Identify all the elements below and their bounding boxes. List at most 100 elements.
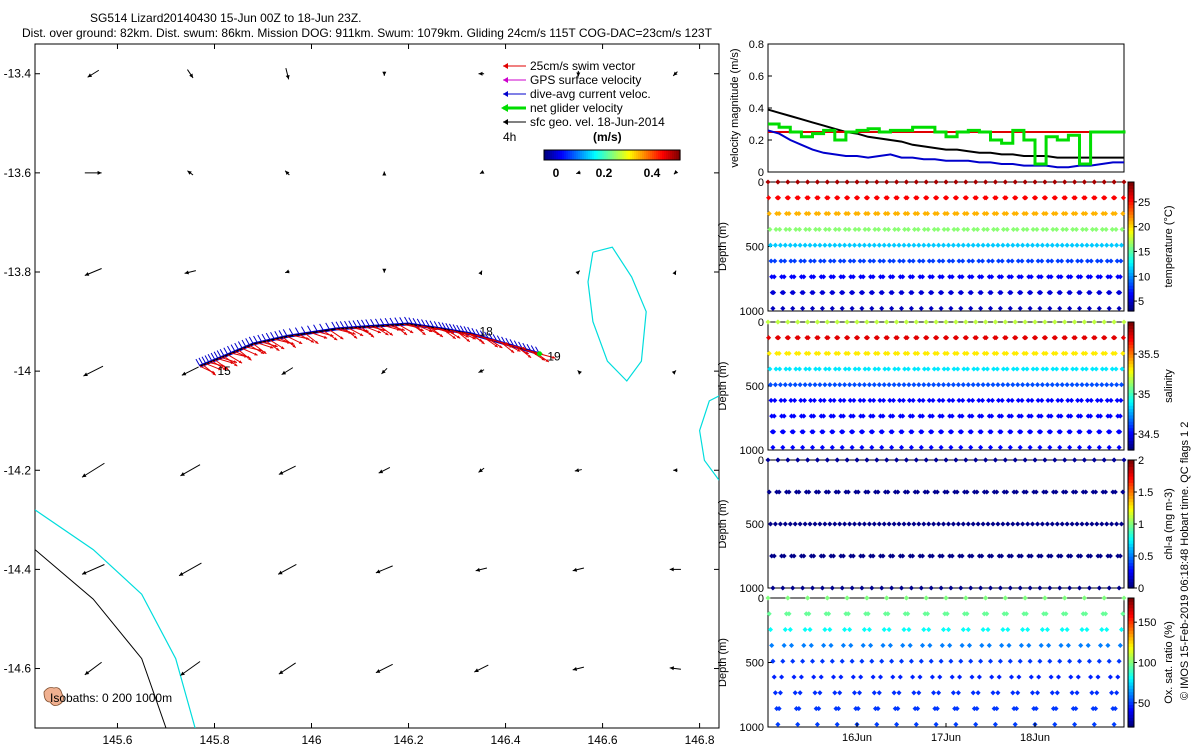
oxygen-data-point	[775, 721, 781, 727]
oxygen-colorbar-swatch	[1128, 630, 1134, 635]
temperature-data-point	[1121, 179, 1127, 185]
temperature-data-point	[920, 258, 926, 264]
map-ytick-label: -13.4	[4, 67, 32, 81]
temperature-data-point	[1064, 242, 1070, 248]
geo-velocity-arrow-head	[82, 570, 87, 575]
salinity-colorbar-tick-label: 35	[1138, 389, 1150, 401]
oxygen-data-point	[832, 690, 838, 696]
salinity-data-point	[1094, 397, 1100, 403]
salinity-colorbar-swatch	[1128, 382, 1134, 387]
map-frame	[34, 43, 720, 729]
oxygen-data-point	[871, 690, 877, 696]
temperature-data-point	[879, 305, 885, 311]
temperature-data-point	[939, 274, 945, 280]
swim-vector-arrow-head	[452, 335, 456, 339]
geo-velocity-arrow-head	[97, 170, 102, 175]
salinity-data-point	[1062, 319, 1068, 325]
chla-colorbar-label: chl-a (mg m-3)	[1163, 488, 1175, 560]
colorbar-swatch	[660, 150, 663, 160]
salinity-data-point	[787, 366, 793, 372]
chla-ytick-label: 1000	[740, 583, 764, 595]
salinity-data-point	[946, 397, 952, 403]
oxygen-data-point	[767, 627, 774, 633]
salinity-colorbar-swatch	[1128, 418, 1134, 422]
salinity-data-point	[1012, 319, 1018, 325]
temperature-data-point	[1065, 258, 1071, 264]
oxygen-xtick-label: 17Jun	[931, 732, 961, 744]
geo-velocity-arrow-head	[673, 170, 679, 175]
temperature-data-point	[971, 226, 977, 232]
swim-vector-arrow-head	[401, 328, 405, 331]
geo-velocity-arrow-head	[179, 572, 184, 576]
swim-vector-arrow	[365, 326, 382, 334]
swim-vector-arrow-head	[510, 349, 515, 353]
geo-velocity-arrow	[673, 468, 678, 473]
salinity-data-point	[1096, 444, 1102, 450]
chla-colorbar-swatch	[1128, 498, 1134, 503]
oxygen-colorbar-swatch	[1128, 688, 1134, 693]
track-day-label: 15	[218, 364, 232, 378]
chla-data-point	[890, 553, 896, 559]
velocity-ytick-label: 0	[758, 167, 764, 179]
temperature-data-point	[994, 226, 1000, 232]
temperature-data-point	[946, 258, 952, 264]
colorbar-title: (m/s)	[593, 130, 622, 144]
geo-velocity-arrow-head	[671, 370, 676, 375]
salinity-data-point	[963, 319, 969, 325]
salinity-data-point	[1048, 413, 1054, 419]
oxygen-data-point	[811, 674, 817, 680]
chla-data-point	[933, 457, 939, 463]
temperature-data-point	[900, 274, 906, 280]
geo-velocity-arrow	[285, 68, 290, 80]
temperature-data-point	[1068, 258, 1075, 264]
oxygen-data-point	[835, 706, 842, 712]
chla-colorbar-swatch	[1128, 572, 1134, 576]
chla-colorbar-tick-label: 1.5	[1138, 487, 1153, 499]
geo-velocity-arrow-shaft	[81, 462, 105, 478]
chla-data-point	[949, 553, 955, 559]
salinity-data-point	[1027, 444, 1033, 450]
swim-vector-arrow	[456, 331, 471, 343]
colorbar-swatch	[634, 150, 637, 160]
colorbar-swatch	[604, 150, 607, 160]
chla-data-point	[1007, 585, 1013, 591]
chla-data-point	[1073, 489, 1079, 495]
salinity-data-point	[1052, 319, 1058, 325]
salinity-data-point	[949, 429, 955, 435]
chla-colorbar-swatch	[1128, 524, 1134, 528]
salinity-data-point	[1030, 366, 1036, 372]
oxygen-colorbar-swatch	[1128, 691, 1134, 696]
temperature-data-point	[915, 226, 921, 232]
salinity-colorbar-swatch	[1128, 341, 1134, 345]
colorbar-swatch	[626, 150, 629, 160]
geo-velocity-arrow-head	[575, 270, 580, 275]
salinity-data-point	[1032, 319, 1038, 325]
geo-velocity-arrow-head	[84, 272, 90, 276]
oxygen-data-point	[964, 611, 970, 617]
oxygen-data-point	[816, 706, 822, 712]
swim-vector-arrow	[282, 336, 297, 348]
chla-colorbar-swatch	[1128, 543, 1134, 547]
salinity-colorbar-swatch	[1128, 389, 1134, 393]
temperature-data-point	[787, 226, 793, 232]
swim-vector-arrow-head	[315, 340, 319, 344]
chla-colorbar-swatch	[1128, 492, 1134, 496]
temperature-data-point	[1067, 305, 1073, 311]
swim-vector-arrow-head	[276, 347, 280, 351]
temperature-data-point	[1089, 226, 1096, 232]
temperature-colorbar-swatch	[1128, 214, 1134, 219]
swim-vector-arrow-head	[466, 338, 470, 342]
chla-colorbar-swatch	[1128, 552, 1134, 557]
oxygen-data-point	[1076, 658, 1083, 664]
temperature-data-point	[974, 211, 980, 217]
chla-data-point	[795, 457, 801, 463]
oxygen-data-point	[887, 642, 893, 648]
swim-vector-arrow	[299, 334, 315, 343]
temperature-data-point	[1047, 305, 1053, 311]
chla-data-point	[1089, 521, 1095, 527]
oxygen-data-point	[1039, 627, 1045, 633]
salinity-data-point	[963, 335, 969, 341]
swim-vector-arrow	[211, 360, 227, 371]
chla-data-point	[985, 521, 991, 527]
